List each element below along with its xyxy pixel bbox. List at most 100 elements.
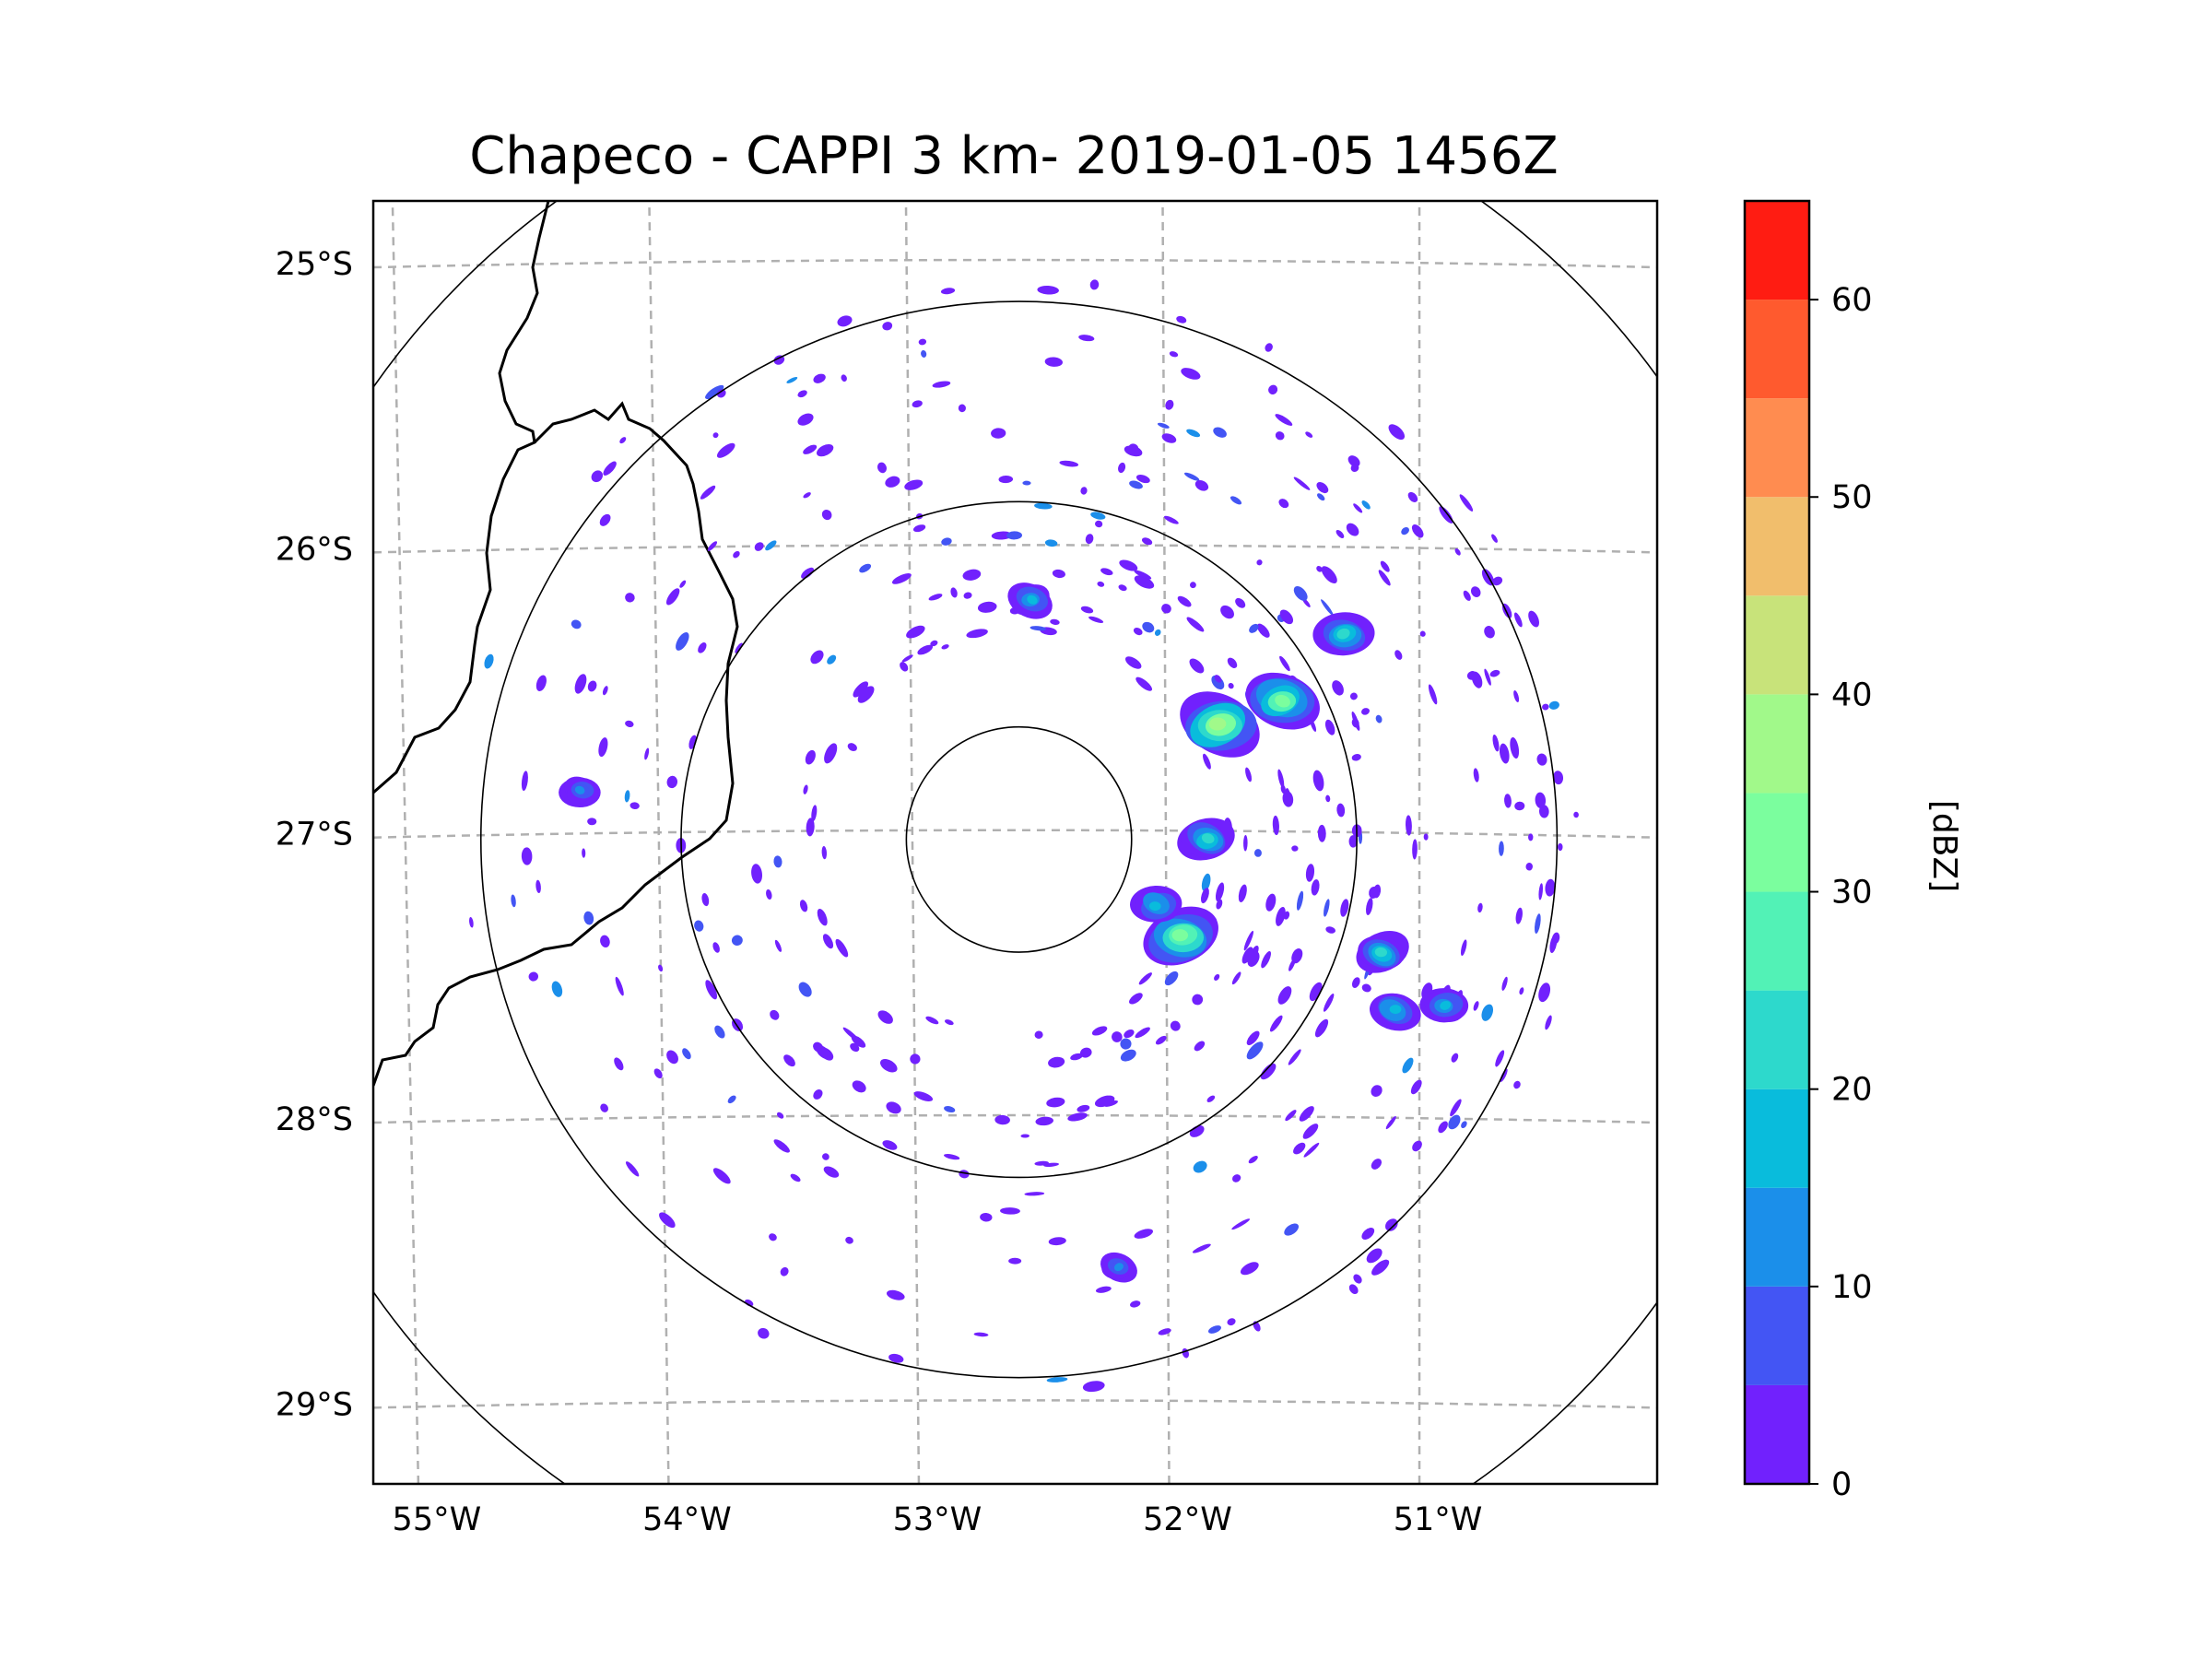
echo-speck (1371, 1259, 1390, 1276)
echo-speck (1240, 1262, 1259, 1276)
echo-speck (1194, 480, 1209, 491)
echo-speck (1268, 384, 1278, 395)
echo-speck (1309, 982, 1323, 1002)
echo-speck (765, 540, 777, 551)
echo-speck (1206, 1095, 1216, 1102)
echo-speck (1246, 1030, 1260, 1046)
echo-speck (1361, 1228, 1375, 1241)
echo-speck (1282, 791, 1294, 807)
echo-speck (1495, 1050, 1505, 1067)
echo-speck (786, 377, 798, 383)
colorbar-tick-label: 0 (1831, 1466, 1852, 1503)
echo-speck (1189, 658, 1205, 674)
echo-speck (574, 674, 587, 694)
echo-speck (1481, 1004, 1494, 1021)
colorbar-segment (1745, 1286, 1809, 1385)
map-frame (371, 199, 1659, 1486)
echo-speck (1324, 899, 1330, 917)
echo-speck (600, 935, 610, 948)
echo-speck (1316, 566, 1323, 572)
echo-speck (1491, 534, 1498, 543)
echo-speck (1157, 422, 1170, 429)
echo-speck (1489, 669, 1500, 677)
echo-speck (1119, 559, 1138, 571)
echo-speck (1553, 771, 1564, 785)
echo-speck (912, 400, 923, 408)
echo-speck (1288, 959, 1296, 971)
axis-tick-labels: 55°W 54°W 53°W 52°W 51°W 25°S 26°S 27°S 28°S 29°S (276, 246, 1483, 1538)
echo-speck (1080, 487, 1088, 495)
echo-speck (806, 818, 815, 837)
echo-speck (973, 1332, 989, 1337)
echo-speck (653, 1068, 663, 1079)
echo-speck (1124, 445, 1143, 457)
echo-speck (469, 917, 474, 928)
chart-title: Chapeco - CAPPI 3 km- 2019-01-05 1456Z (469, 126, 1559, 186)
echo-speck (1461, 1121, 1467, 1129)
echo-speck (1048, 1237, 1066, 1246)
echo-speck (774, 939, 782, 952)
echo-speck (880, 1059, 898, 1073)
echo-speck (1528, 610, 1539, 628)
echo-speck (1008, 1257, 1022, 1265)
echo-speck (714, 1025, 725, 1039)
echo-speck (1484, 668, 1491, 686)
echo-speck (1484, 626, 1495, 639)
echo-speck (1120, 1049, 1136, 1062)
echo-speck (1552, 932, 1560, 945)
echo-speck (847, 743, 857, 751)
border-west (373, 201, 550, 794)
echo-speck (1231, 1218, 1251, 1230)
echo-speck (1361, 708, 1371, 715)
echo-speck (1406, 815, 1412, 836)
echo-speck (913, 1091, 934, 1101)
echo-speck (1079, 1047, 1092, 1058)
echo-speck (822, 1153, 830, 1160)
echo-speck (676, 631, 689, 651)
echo-speck (1135, 475, 1150, 484)
echo-speck (535, 675, 547, 692)
echo-speck (817, 908, 828, 926)
echo-speck (886, 1289, 905, 1300)
echo-speck (1293, 586, 1308, 601)
echo-speck (882, 1140, 898, 1150)
echo-speck (1190, 582, 1196, 589)
echo-speck (535, 879, 541, 894)
echo-speck (885, 476, 900, 488)
echo-speck (1492, 576, 1503, 586)
echo-speck (727, 1095, 736, 1104)
echo-speck (1412, 1140, 1422, 1152)
echo-speck (1024, 1192, 1045, 1196)
echo-speck (1022, 480, 1031, 486)
echo-speck (1412, 839, 1418, 860)
echo-speck (1279, 655, 1290, 672)
echo-speck (1536, 753, 1547, 766)
echo-speck (1538, 883, 1544, 900)
echo-speck (712, 1168, 731, 1184)
echo-speck (598, 737, 608, 758)
echo-speck (1228, 682, 1234, 689)
echo-speck (821, 509, 832, 521)
echo-speck (1535, 792, 1547, 809)
meridian-line (904, 201, 921, 1484)
echo-cell (574, 785, 585, 794)
echo-speck (1265, 343, 1273, 352)
echo-speck (798, 982, 812, 997)
echo-speck (712, 942, 720, 953)
echo-speck (1216, 899, 1223, 910)
echo-speck (1091, 1026, 1108, 1036)
echo-speck (1243, 930, 1254, 951)
echo-speck (1231, 971, 1241, 985)
echo-speck (797, 390, 807, 398)
echo-speck (603, 461, 617, 476)
echo-speck (1325, 794, 1331, 803)
echo-speck (1299, 1106, 1314, 1122)
echo-speck (665, 588, 680, 606)
colorbar-tick-label: 40 (1831, 677, 1873, 713)
border-paraguay (373, 401, 739, 1087)
echo-speck (1499, 841, 1504, 856)
echo-speck (803, 492, 811, 499)
echo-speck (1283, 911, 1290, 920)
echo-speck (822, 934, 834, 949)
echo-speck (1256, 623, 1270, 638)
